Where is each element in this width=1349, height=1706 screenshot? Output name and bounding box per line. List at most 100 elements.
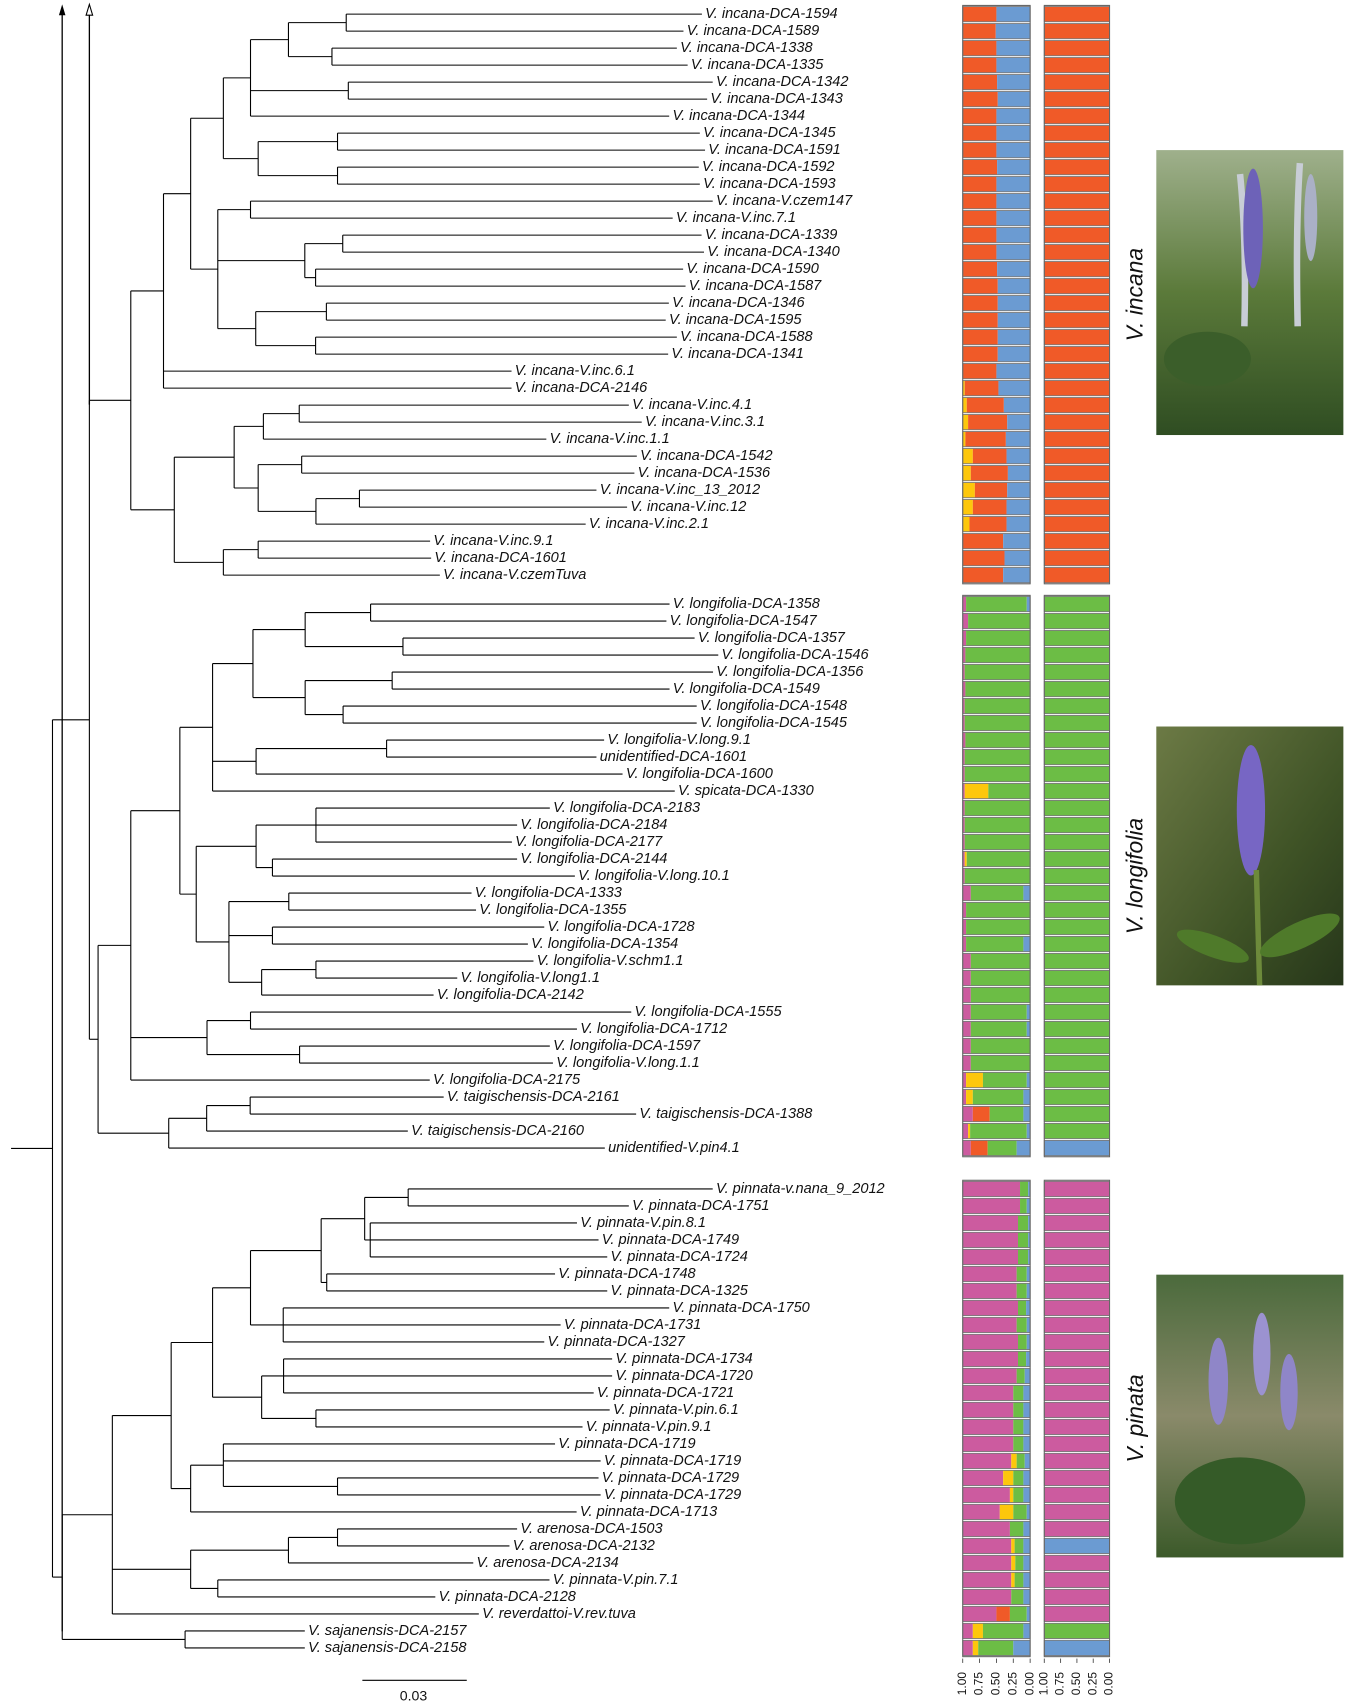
admixture-segment: [966, 1089, 973, 1104]
admixture-segment: [1044, 1317, 1109, 1332]
tip-label: V. pinnata-DCA-1731: [564, 1317, 701, 1333]
admixture-segment: [1044, 1266, 1109, 1281]
tip-label: V. incana-DCA-1590: [686, 261, 818, 277]
admixture-segment: [1044, 1106, 1109, 1121]
tip-label: V. sajanensis-DCA-2157: [308, 1623, 467, 1639]
admixture-segment: [1044, 1181, 1109, 1196]
admixture-segment: [996, 194, 1030, 209]
admixture-segment: [963, 1249, 1018, 1264]
admixture-segment: [965, 817, 1030, 832]
tip-label: V. longifolia-DCA-1546: [722, 647, 870, 663]
admixture-segment: [971, 1021, 1027, 1036]
admixture-segment: [1044, 902, 1109, 917]
admixture-segment: [1005, 550, 1031, 565]
admixture-segment: [1044, 1623, 1109, 1638]
tip-label: V. longifolia-DCA-1548: [700, 698, 848, 714]
admixture-segment: [1044, 1232, 1109, 1247]
admixture-segment: [1013, 1487, 1023, 1502]
admixture-segment: [967, 398, 1004, 413]
admixture-segment: [963, 483, 975, 498]
admixture-segment: [1044, 449, 1109, 464]
admixture-segment: [1044, 228, 1109, 243]
x-tick-label: 0.00: [1102, 1672, 1116, 1696]
admixture-segment: [963, 953, 971, 968]
admixture-segment: [1025, 1453, 1030, 1468]
admixture-segment: [963, 1606, 997, 1621]
admixture-segment: [1011, 1589, 1023, 1604]
admixture-segment: [1011, 1555, 1015, 1570]
admixture-segment: [1023, 1572, 1030, 1587]
photo: [1156, 1275, 1343, 1558]
admixture-segment: [963, 58, 997, 73]
admixture-segment: [1013, 1419, 1023, 1434]
admixture-segment: [963, 1368, 1017, 1383]
stem: [1256, 870, 1259, 985]
admixture-segment: [1044, 1021, 1109, 1036]
admixture-segment: [967, 851, 1030, 866]
admixture-segment: [963, 516, 970, 531]
group-label: V. longifolia: [1122, 818, 1148, 934]
admixture-segment: [963, 415, 968, 430]
admixture-segment: [1044, 834, 1109, 849]
tip-label: V. incana-DCA-1588: [680, 329, 813, 345]
tip-label: V. longifolia-DCA-1356: [716, 664, 864, 680]
admixture-segment: [983, 1623, 1023, 1638]
admixture-segment: [963, 1140, 971, 1155]
admixture-segment: [963, 1589, 1012, 1604]
admixture-segment: [1023, 1106, 1030, 1121]
admixture-segment: [963, 41, 997, 56]
tip-label: V. longifolia-V.long.10.1: [578, 868, 730, 884]
admixture-segment: [1044, 330, 1109, 345]
tip-label: V. incana-DCA-1593: [703, 176, 835, 192]
admixture-segment: [1044, 1351, 1109, 1366]
admixture-segment: [1044, 1004, 1109, 1019]
tip-label: V. incana-V.inc.6.1: [515, 363, 635, 379]
admixture-segment: [1044, 1368, 1109, 1383]
admixture-segment: [971, 1140, 988, 1155]
tip-label: V. longifolia-DCA-2177: [515, 834, 663, 850]
admixture-segment: [963, 1555, 1012, 1570]
admixture-segment: [1044, 296, 1109, 311]
tip-label: V. incana-V.inc.7.1: [676, 210, 796, 226]
admixture-segment: [1020, 1181, 1028, 1196]
tip-label: V. longifolia-DCA-2144: [520, 851, 667, 867]
tip-label: V. incana-DCA-1340: [707, 244, 839, 260]
admixture-segment: [1044, 1283, 1109, 1298]
admixture-segment: [1023, 1402, 1030, 1417]
admixture-segment: [1018, 1300, 1026, 1315]
admixture-segment: [963, 1181, 1020, 1196]
admixture-segment: [963, 1055, 971, 1070]
admixture-segment: [1044, 75, 1109, 90]
admixture-segment: [1044, 313, 1109, 328]
admixture-segment: [968, 613, 1030, 628]
tip-label: V. pinnata-V.pin.7.1: [553, 1572, 679, 1588]
admixture-segment: [963, 1300, 1018, 1315]
admixture-segment: [1044, 1385, 1109, 1400]
admixture-segment: [1003, 567, 1030, 582]
admixture-segment: [963, 1385, 1014, 1400]
admixture-segment: [1013, 1470, 1023, 1485]
tip-label: V. taigischensis-DCA-1388: [639, 1106, 813, 1122]
tip-label: V. pinnata-DCA-1750: [672, 1300, 809, 1316]
admixture-segment: [968, 415, 1007, 430]
admixture-segment: [963, 126, 997, 141]
tip-label: V. pinnata-DCA-1720: [615, 1368, 752, 1384]
admixture-segment: [1044, 24, 1109, 39]
admixture-segment: [1044, 1123, 1109, 1138]
admixture-segment: [1044, 766, 1109, 781]
arrowhead: [59, 4, 66, 15]
admixture-segment: [963, 1538, 1012, 1553]
admixture-segment: [965, 432, 1005, 447]
admixture-segment: [1007, 483, 1030, 498]
admixture-segment: [1044, 1140, 1109, 1155]
admixture-segment: [1044, 1215, 1109, 1230]
admixture-segment: [1044, 1521, 1109, 1536]
admixture-segment: [1044, 143, 1109, 158]
admixture-segment: [965, 834, 1030, 849]
admixture-segment: [996, 177, 1030, 192]
admixture-segment: [965, 868, 1030, 883]
admixture-segment: [1044, 1402, 1109, 1417]
admixture-segment: [1003, 533, 1030, 548]
tip-label: V. pinnata-DCA-1748: [558, 1266, 696, 1282]
admixture-segment: [1044, 783, 1109, 798]
